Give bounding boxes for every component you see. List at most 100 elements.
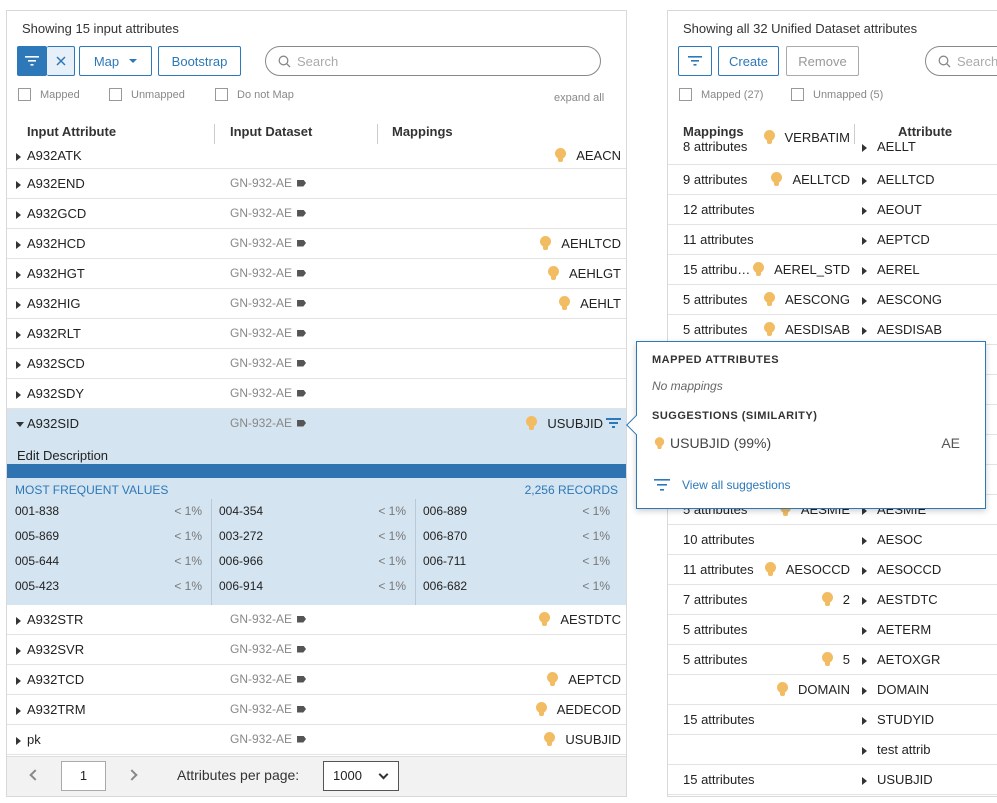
table-row[interactable]: 15 attribu… AEREL_STD AEREL [668,255,997,285]
input-attribute-name[interactable]: A932GCD [27,206,87,221]
caret-right-icon[interactable] [16,677,21,685]
caret-right-icon[interactable] [16,331,21,339]
caret-right-icon[interactable] [16,271,21,279]
column-divider[interactable] [377,124,378,144]
unified-attribute-name[interactable]: USUBJID [877,772,933,787]
mapping-count[interactable]: 15 attributes [683,712,755,727]
unified-attribute-name[interactable]: AETOXGR [877,652,941,667]
input-attribute-name[interactable]: A932HCD [27,236,86,251]
bootstrap-button[interactable]: Bootstrap [158,46,241,76]
caret-right-icon[interactable] [862,687,867,695]
mapping-count[interactable]: 15 attribu… [683,262,751,277]
mapping-count[interactable]: 15 attributes [683,772,755,787]
table-row[interactable]: A932RLT GN-932-AE [7,319,626,349]
input-attribute-name[interactable]: A932SDY [27,386,85,401]
unmapped-checkbox[interactable]: Unmapped (5) [791,88,883,101]
table-row[interactable]: A932HGT GN-932-AE AEHLGT [7,259,626,289]
table-row[interactable]: DOMAIN DOMAIN [668,675,997,705]
input-attribute-name[interactable]: A932STR [27,612,84,627]
unified-attribute-name[interactable]: test attrib [877,742,931,757]
caret-right-icon[interactable] [862,177,867,185]
table-row[interactable]: 12 attributes AEOUT [668,195,997,225]
filter-button[interactable] [17,46,47,76]
caret-right-icon[interactable] [862,567,867,575]
table-row[interactable]: 11 attributes AEPTCD [668,225,997,255]
checkbox-box[interactable] [791,88,804,101]
mapping-count[interactable]: 9 attributes [683,172,748,187]
caret-right-icon[interactable] [862,777,867,785]
column-divider[interactable] [854,124,855,144]
input-search-field[interactable]: Search [265,46,601,76]
table-row[interactable]: 11 attributes AESOCCD AESOCCD [668,555,997,585]
caret-right-icon[interactable] [862,267,867,275]
caret-right-icon[interactable] [862,657,867,665]
header-input-dataset[interactable]: Input Dataset [230,124,313,139]
unmapped-checkbox[interactable]: Unmapped [109,88,185,101]
unified-attribute-name[interactable]: AELLTCD [877,172,935,187]
per-page-select[interactable]: 1000 [323,761,399,791]
caret-right-icon[interactable] [862,207,867,215]
filter-icon[interactable] [606,418,621,429]
suggestion-cell[interactable]: AELLTCD [771,172,850,187]
table-row[interactable]: A932SID GN-932-AE USUBJID [7,409,626,439]
caret-right-icon[interactable] [16,181,21,189]
caret-right-icon[interactable] [862,327,867,335]
input-attribute-name[interactable]: A932HGT [27,266,85,281]
clear-filter-button[interactable] [47,46,75,76]
caret-right-icon[interactable] [862,537,867,545]
input-attribute-name[interactable]: A932TCD [27,672,85,687]
checkbox-box[interactable] [679,88,692,101]
mapping-count[interactable]: 5 attributes [683,292,748,307]
mapping-cell[interactable]: USUBJID [526,416,621,431]
caret-right-icon[interactable] [862,507,867,515]
caret-right-icon[interactable] [16,241,21,249]
input-attribute-name[interactable]: A932TRM [27,702,86,717]
input-attribute-name[interactable]: A932SID [27,416,80,431]
mapping-count[interactable]: 5 attributes [683,622,748,637]
unified-attribute-name[interactable]: AESDISAB [877,322,943,337]
caret-right-icon[interactable] [862,627,867,635]
unified-attribute-name[interactable]: AEOUT [877,202,922,217]
table-row[interactable]: A932HIG GN-932-AE AEHLT [7,289,626,319]
caret-right-icon[interactable] [862,717,867,725]
table-row[interactable]: 9 attributes AELLTCD AELLTCD [668,165,997,195]
edit-description-link[interactable]: Edit Description [17,448,109,463]
caret-right-icon[interactable] [862,144,867,152]
unified-attribute-name[interactable]: AESOCCD [877,562,942,577]
input-attribute-name[interactable]: A932RLT [27,326,81,341]
header-attribute[interactable]: Attribute [898,124,953,139]
column-divider[interactable] [214,124,215,144]
unified-attribute-name[interactable]: AESOC [877,532,923,547]
suggestion-item[interactable]: USUBJID (99%) [654,435,771,451]
suggestion-cell[interactable]: 5 [821,652,850,667]
caret-right-icon[interactable] [16,617,21,625]
mapping-cell[interactable]: USUBJID [544,732,621,747]
unified-attribute-name[interactable]: DOMAIN [877,682,929,697]
create-button[interactable]: Create [718,46,779,76]
table-row[interactable]: A932STR GN-932-AE AESTDTC [7,605,626,635]
table-row[interactable]: A932SCD GN-932-AE [7,349,626,379]
mapping-count[interactable]: 7 attributes [683,592,748,607]
input-attribute-name[interactable]: pk [27,732,41,747]
unified-attribute-name[interactable]: AEPTCD [877,232,930,247]
caret-right-icon[interactable] [16,737,21,745]
mapped-checkbox[interactable]: Mapped (27) [679,88,763,101]
mapping-count[interactable]: 5 attributes [683,652,748,667]
caret-right-icon[interactable] [862,597,867,605]
table-row[interactable]: 15 attributes STUDYID [668,705,997,735]
do-not-map-checkbox[interactable]: Do not Map [215,88,294,101]
caret-right-icon[interactable] [862,297,867,305]
mapping-cell[interactable]: AEHLTCD [540,236,621,251]
table-row[interactable]: 5 attributes AESCONG AESCONG [668,285,997,315]
mapping-count[interactable]: 12 attributes [683,202,755,217]
table-row[interactable]: A932ATK AEACN [7,141,626,169]
header-mappings[interactable]: Mappings [683,124,744,139]
table-row[interactable]: A932TRM GN-932-AE AEDECOD [7,695,626,725]
suggestion-cell[interactable]: AESDISAB [763,322,850,337]
caret-right-icon[interactable] [16,391,21,399]
mapped-checkbox[interactable]: Mapped [18,88,80,101]
view-all-suggestions-link[interactable]: View all suggestions [654,478,791,492]
caret-down-icon[interactable] [16,422,24,427]
table-row[interactable]: A932HCD GN-932-AE AEHLTCD [7,229,626,259]
unified-attribute-name[interactable]: AESTDTC [877,592,938,607]
